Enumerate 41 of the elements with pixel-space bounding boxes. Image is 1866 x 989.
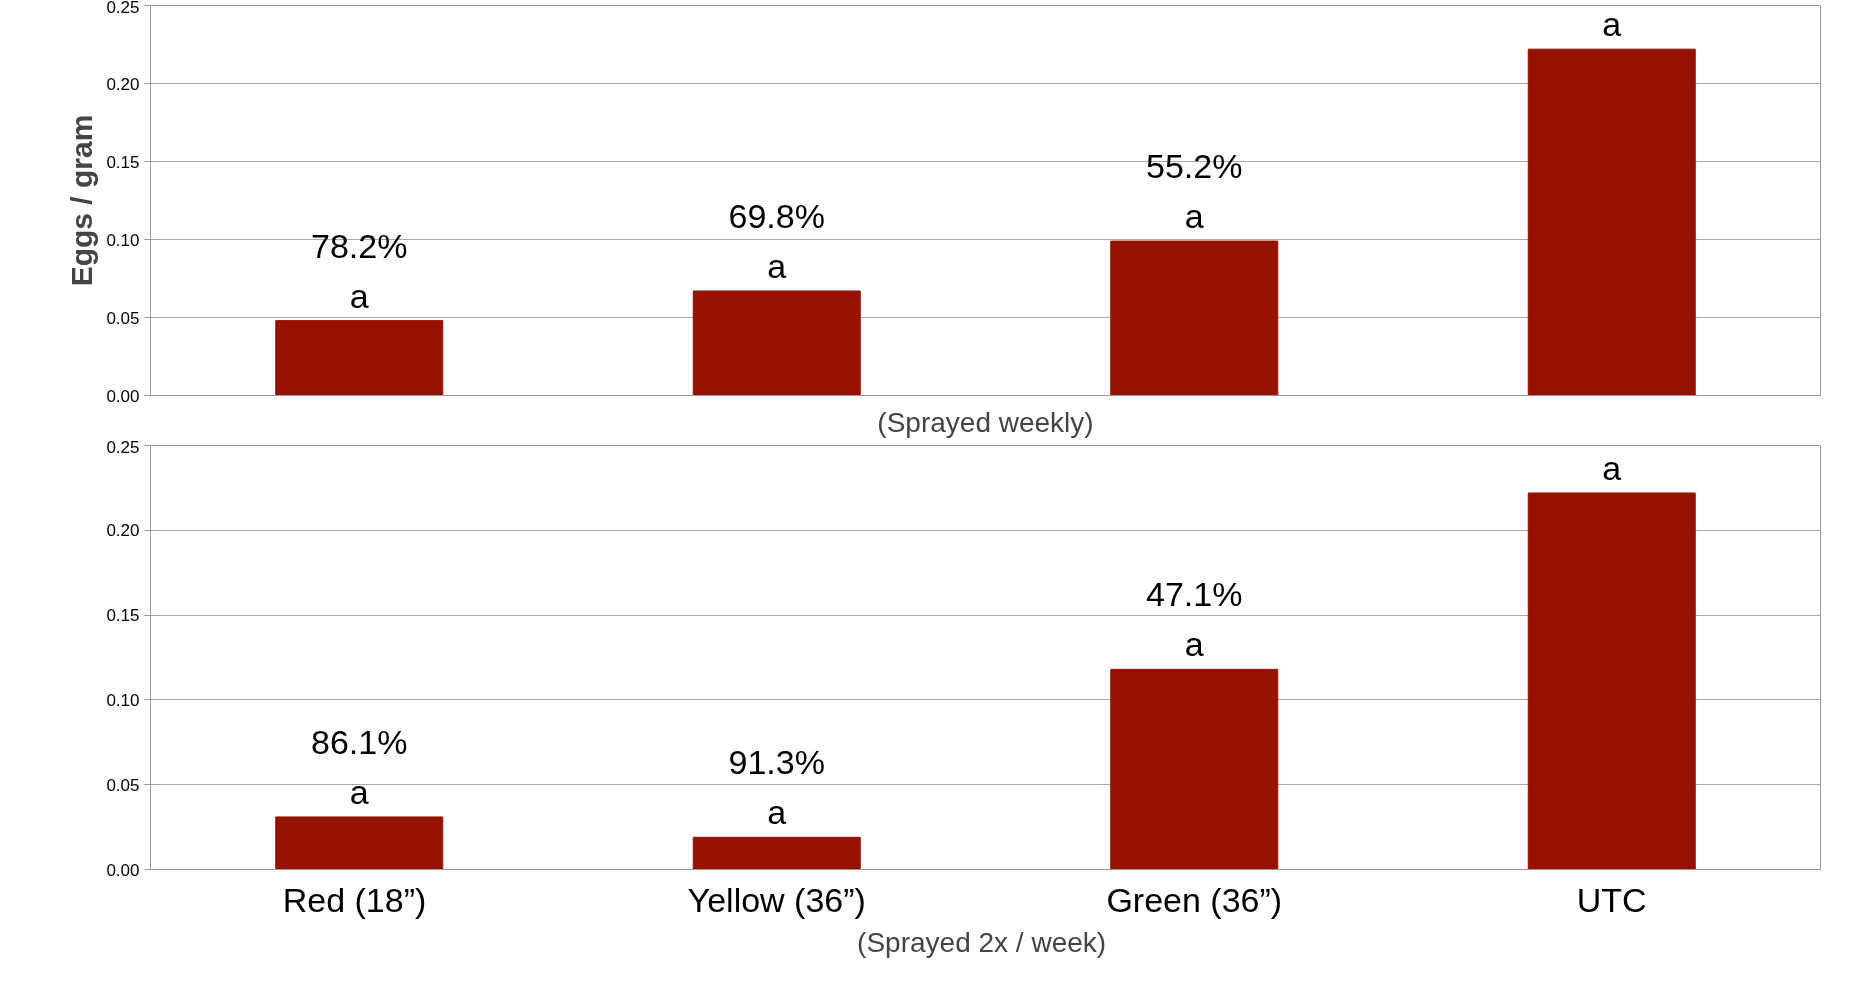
annotation: 55.2%: [1146, 147, 1243, 186]
x-axis-title: (Sprayed 2x / week): [857, 926, 1107, 958]
annotation: a: [1184, 625, 1204, 664]
annotation: 91.3%: [728, 743, 825, 782]
annotation: a: [349, 276, 369, 315]
y-tick-label: 0.20: [106, 521, 140, 541]
annotation: 47.1%: [1146, 575, 1243, 614]
annotation: a: [1602, 5, 1622, 44]
bar: [692, 836, 861, 870]
y-tick-label: 0.10: [106, 230, 140, 250]
bar: [1527, 492, 1696, 870]
x-tick-label: Yellow (36”): [687, 880, 866, 919]
y-axis-title: Eggs / gram: [65, 114, 99, 287]
y-tick-label: 0.00: [106, 860, 140, 880]
annotation: a: [767, 793, 787, 832]
annotation: 69.8%: [728, 196, 825, 235]
annotation: 78.2%: [311, 226, 408, 265]
x-tick-label: UTC: [1576, 880, 1647, 919]
y-tick-label: 0.00: [106, 386, 140, 406]
y-tick-label: 0.05: [106, 775, 140, 795]
bar: [275, 320, 444, 396]
annotation: a: [767, 246, 787, 285]
bar: [1110, 240, 1279, 396]
x-tick-label: Green (36”): [1106, 880, 1283, 919]
x-tick-label: Red (18”): [282, 880, 427, 919]
y-tick-label: 0.20: [106, 74, 140, 94]
y-tick-label: 0.05: [106, 308, 140, 328]
bar: [692, 290, 861, 396]
bar: [1110, 668, 1279, 870]
bar: [1527, 48, 1696, 396]
annotation: a: [1602, 448, 1622, 487]
y-tick-label: 0.15: [106, 152, 140, 172]
annotation: 86.1%: [311, 722, 408, 761]
y-tick-label: 0.25: [106, 0, 140, 17]
y-tick-label: 0.15: [106, 606, 140, 626]
bar: [275, 816, 444, 870]
annotation: a: [1184, 197, 1204, 236]
y-tick-label: 0.10: [106, 690, 140, 710]
annotation: a: [349, 772, 369, 811]
y-tick-label: 0.25: [106, 437, 140, 457]
x-axis-title: (Sprayed weekly): [877, 406, 1094, 438]
